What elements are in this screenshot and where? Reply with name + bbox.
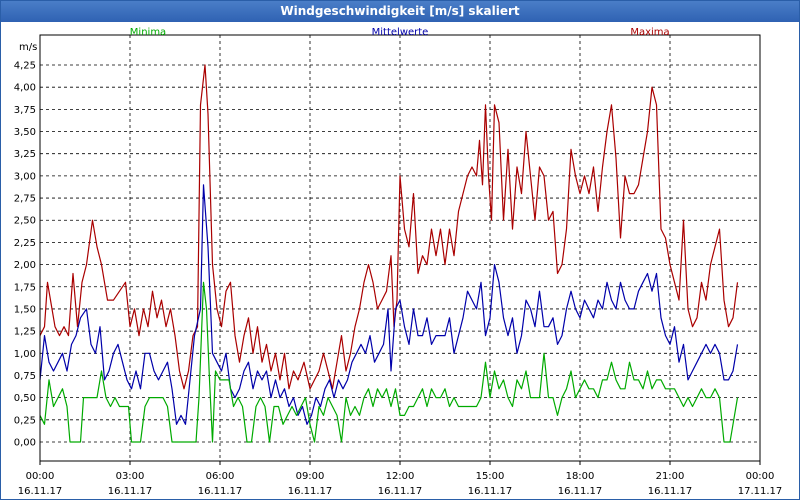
legend-minima: Minima <box>130 27 166 38</box>
window-title: Windgeschwindigkeit [m/s] skaliert <box>1 1 799 22</box>
series-line-min <box>39 281 739 443</box>
x-tick-time: 21:00 <box>656 471 685 482</box>
y-tick-label: 0,25 <box>14 415 36 426</box>
x-tick-date: 16.11.17 <box>18 486 63 497</box>
y-tick-label: 3,50 <box>14 127 36 138</box>
y-axis-unit: m/s <box>19 42 37 53</box>
y-tick-label: 4,25 <box>14 61 36 72</box>
y-tick-label: 3,25 <box>14 149 36 160</box>
x-tick-time: 03:00 <box>116 471 145 482</box>
y-tick-label: 2,00 <box>14 260 36 271</box>
series-line-mean <box>39 184 739 425</box>
y-tick-label: 3,75 <box>14 105 36 116</box>
y-tick-label: 2,75 <box>14 194 36 205</box>
y-tick-label: 1,75 <box>14 282 36 293</box>
x-tick-date: 16.11.17 <box>468 486 513 497</box>
x-tick-date: 16.11.17 <box>558 486 603 497</box>
x-tick-time: 18:00 <box>566 471 595 482</box>
x-tick-date: 16.11.17 <box>648 486 693 497</box>
x-tick-time: 00:00 <box>26 471 55 482</box>
legend-maxima: Maxima <box>630 27 669 38</box>
x-tick-date: 16.11.17 <box>108 486 153 497</box>
x-tick-date: 16.11.17 <box>198 486 243 497</box>
y-tick-label: 1,00 <box>14 349 36 360</box>
y-tick-label: 1,25 <box>14 327 36 338</box>
y-tick-label: 2,50 <box>14 216 36 227</box>
plot-frame <box>39 34 761 462</box>
y-tick-label: 0,75 <box>14 371 36 382</box>
y-tick-label: 4,00 <box>14 83 36 94</box>
x-tick-date: 16.11.17 <box>288 486 333 497</box>
x-tick-date: 17.11.17 <box>738 486 783 497</box>
x-tick-time: 09:00 <box>296 471 325 482</box>
y-tick-label: 0,50 <box>14 393 36 404</box>
x-tick-time: 15:00 <box>476 471 505 482</box>
x-tick-time: 00:00 <box>746 471 775 482</box>
y-tick-label: 2,25 <box>14 238 36 249</box>
y-tick-label: 1,50 <box>14 304 36 315</box>
x-tick-time: 06:00 <box>206 471 235 482</box>
y-tick-label: 3,00 <box>14 171 36 182</box>
y-tick-label: 0,00 <box>14 438 36 449</box>
x-tick-date: 16.11.17 <box>378 486 423 497</box>
legend-mittelwerte: Mittelwerte <box>372 27 429 38</box>
x-tick-time: 12:00 <box>386 471 415 482</box>
